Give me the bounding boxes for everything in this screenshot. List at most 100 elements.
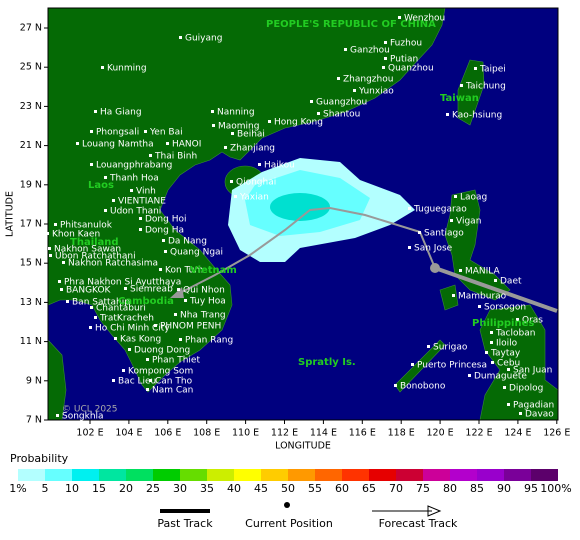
place-dot [485,351,488,354]
place-label: Santiago [424,229,464,239]
place-label: Haikou [264,161,295,171]
place-label: Dong Hoi [145,215,187,225]
place-dot [149,379,152,382]
place-dot [94,110,97,113]
place-label: Kon Tum [165,266,203,276]
place-label: Thai Binh [154,152,197,162]
color-bar-cell [234,469,261,481]
place-dot [94,316,97,319]
place-label: Thanh Hoa [109,174,159,184]
color-bar-label: 40 [227,482,241,495]
color-bar-label: 25 [146,482,160,495]
place-dot [459,269,462,272]
lat-tick-label: 7 N [26,415,42,426]
place-label: Fuzhou [390,39,422,49]
place-label: Daet [500,277,522,287]
place-label: Yunxiao [358,87,394,97]
place-dot [450,219,453,222]
color-bar-label: 35 [200,482,214,495]
forecast-track-label: Forecast Track [379,517,458,530]
place-label: Puerto Princesa [417,361,487,371]
place-dot [128,348,131,351]
place-dot [174,313,177,316]
place-dot [146,388,149,391]
place-dot [54,223,57,226]
lon-tick-label: 126 E [543,428,570,439]
lon-tick-label: 122 E [465,428,492,439]
place-dot [411,363,414,366]
place-dot [478,305,481,308]
place-label: Dumaguete [474,372,527,382]
color-bar-cell [288,469,315,481]
place-dot [101,66,104,69]
color-bar-label: 20 [119,482,133,495]
region-label: Spratly Is. [298,357,356,368]
place-dot [474,67,477,70]
current-position-key [284,502,290,508]
y-axis-label: LATITUDE [5,191,16,237]
place-dot [48,247,51,250]
place-label: Siemreab [130,285,173,295]
color-bar-cell [153,469,180,481]
place-dot [179,36,182,39]
place-dot [454,195,457,198]
color-bar-label: 90 [497,482,511,495]
place-dot [139,228,142,231]
place-label: Nakhon Ratchasima [68,259,158,269]
place-label: Guiyang [185,34,222,44]
place-dot [231,132,234,135]
color-bar-cell [504,469,531,481]
place-dot [408,246,411,249]
place-label: Nakhon Sawan [54,245,121,255]
place-dot [310,100,313,103]
place-dot [268,120,271,123]
place-label: Louangphrabang [96,161,172,171]
lat-tick-label: 21 N [20,140,42,151]
color-bar-label: 75 [416,482,430,495]
place-dot [104,209,107,212]
place-dot [146,358,149,361]
place-label: Nha Trang [180,311,226,321]
place-dot [418,231,421,234]
place-label: Putian [390,55,418,65]
place-label: Vinh [136,187,156,197]
place-dot [353,89,356,92]
place-label: San Juan [513,366,552,376]
color-bar-cell [180,469,207,481]
color-bar-cell [18,469,45,481]
place-label: Bonobono [400,382,446,392]
place-label: Shantou [323,110,360,120]
color-bar-cell [531,469,558,481]
color-bar-label: 50 [281,482,295,495]
lon-tick-label: 102 E [76,428,103,439]
place-label: VIENTIANE [118,197,166,207]
place-label: Qionghai [236,178,276,188]
place-label: Maoming [218,122,259,132]
place-dot [122,369,125,372]
place-label: Ha Giang [100,108,142,118]
color-bar-cell [342,469,369,481]
color-bar-cell [45,469,72,481]
place-dot [60,288,63,291]
color-bar-label: 95 [524,482,538,495]
lat-tick-label: 27 N [20,23,42,34]
place-label: PHNOM PENH [160,322,221,332]
lat-tick-label: 19 N [20,179,42,190]
place-dot [427,345,430,348]
place-label: HANOI [172,140,201,150]
place-label: Yen Bai [149,128,183,138]
forecast-track-line [177,206,436,295]
place-label: Taipei [479,65,506,75]
color-bar-label: 45 [254,482,268,495]
place-label: MANILA [465,267,501,277]
place-label: Sorsogon [484,303,526,313]
place-label: Laoag [460,193,487,203]
place-label: Can Tho [155,377,193,387]
place-label: Duong Dong [134,346,190,356]
place-label: Kas Kong [120,335,161,345]
color-bar-label: 15 [92,482,106,495]
place-dot [162,239,165,242]
place-label: Qui Nhon [183,286,225,296]
place-dot [384,57,387,60]
